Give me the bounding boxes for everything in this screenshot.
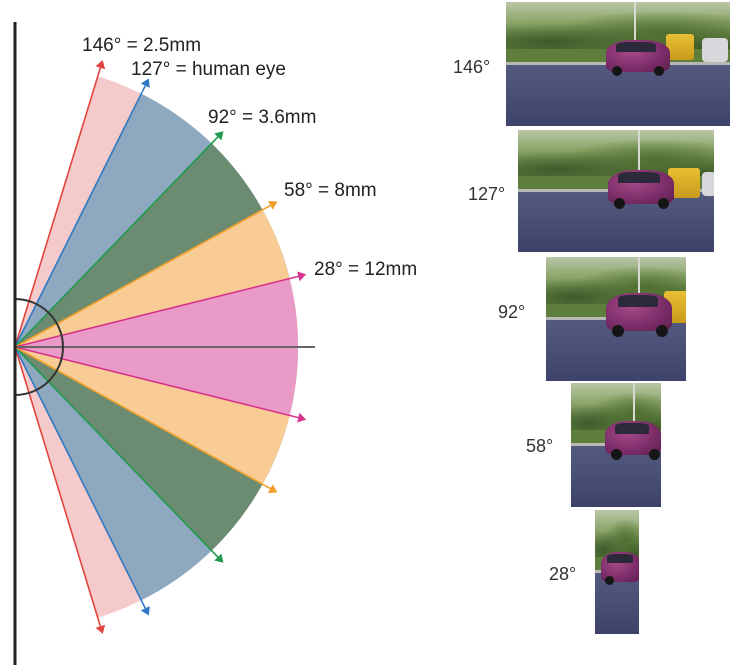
arrowhead-127-upper (140, 78, 150, 88)
arrowhead-146-upper (95, 60, 106, 70)
fov-label-146: 146° = 2.5mm (82, 35, 202, 56)
photo-label-146: 146° (453, 57, 491, 77)
photo-label-92: 92° (498, 302, 526, 322)
arrowhead-92-upper (214, 131, 224, 141)
fov-label-58: 58° = 8mm (284, 180, 377, 201)
fov-label-28: 28° = 12mm (314, 259, 418, 280)
fov-label-127: 127° = human eye (131, 59, 286, 80)
arrowhead-28-lower (297, 412, 307, 423)
photo-label-28: 28° (549, 564, 577, 584)
arrowhead-58-upper (267, 201, 278, 210)
arrowhead-58-lower (267, 484, 278, 493)
photo-92 (546, 257, 686, 381)
photo-58 (571, 383, 661, 507)
arrowhead-92-lower (214, 553, 224, 563)
arrowhead-28-upper (297, 271, 307, 282)
arrowhead-146-lower (95, 624, 106, 634)
photo-28 (595, 510, 639, 634)
photo-127 (518, 130, 714, 252)
photo-label-127: 127° (468, 184, 506, 204)
origin-arc (14, 298, 64, 396)
photo-146 (506, 2, 730, 126)
fov-label-92: 92° = 3.6mm (208, 107, 317, 128)
arrowhead-127-lower (140, 606, 150, 616)
photo-label-58: 58° (526, 436, 554, 456)
